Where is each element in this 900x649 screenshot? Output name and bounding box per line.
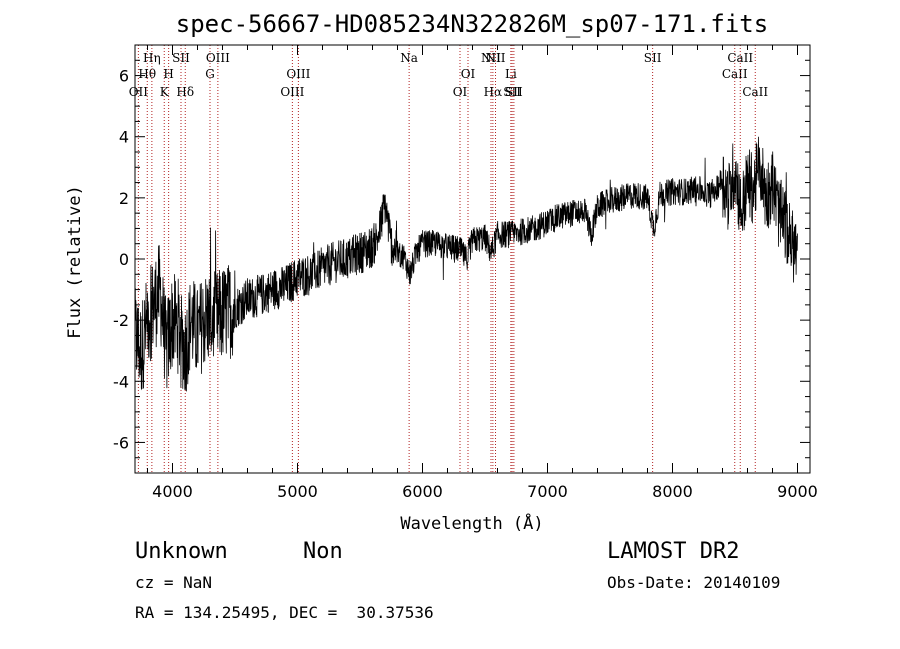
x-tick-label: 6000 (402, 482, 443, 501)
emission-line-markers: OII Hθ Hη KH SII Hδ G OIII OIII OIII Na OI OI NII Hα NI… (129, 45, 768, 473)
line-marker-label: Hα (484, 85, 503, 99)
line-marker-label: OI (461, 67, 476, 81)
line-marker-label: OIII (286, 67, 310, 81)
object-subclass: Non (303, 539, 343, 564)
line-marker-label: OIII (280, 85, 304, 99)
y-tick-label: -2 (113, 311, 129, 330)
redshift-label: cz = NaN (135, 573, 213, 592)
line-marker-label: SII (505, 85, 523, 99)
line-marker-label: K (160, 85, 170, 99)
coordinates-label: RA = 134.25495, DEC = 30.37536 (135, 603, 434, 622)
line-marker-label: Li (505, 67, 517, 81)
line-marker-label: CaII (727, 51, 753, 65)
survey-label: LAMOST DR2 (607, 539, 740, 564)
spectrum-line (134, 136, 798, 392)
x-tick-label: 4000 (152, 482, 193, 501)
y-tick-label: -6 (113, 433, 129, 452)
line-marker-label: Hδ (176, 85, 194, 99)
y-tick-label: -4 (113, 372, 129, 391)
axis-ticks: 4000 5000 6000 7000 8000 9000 -6 -4 -2 0 2 4 6 (113, 44, 818, 501)
obs-date-label: Obs-Date: 20140109 (607, 573, 781, 592)
line-marker-label: Hθ (138, 67, 156, 81)
x-tick-label: 5000 (277, 482, 318, 501)
plot-frame (134, 44, 811, 474)
chart-title: spec-56667-HD085234N322826M_sp07-171.fit… (176, 10, 768, 38)
x-tick-label: 9000 (777, 482, 818, 501)
line-marker-label: SII (644, 51, 662, 65)
line-marker-label: NII (481, 51, 501, 65)
line-marker-label: CaII (742, 85, 768, 99)
line-marker-label: H (163, 67, 173, 81)
spectrum-series (134, 136, 798, 392)
y-tick-label: 2 (119, 189, 129, 208)
x-tick-label: 7000 (527, 482, 568, 501)
line-marker-label: NII (486, 51, 506, 65)
line-marker-label: OI (453, 85, 468, 99)
x-tick-label: 8000 (652, 482, 693, 501)
line-marker-label: SII (503, 85, 521, 99)
object-class: Unknown (135, 539, 228, 564)
line-marker-label: SII (172, 51, 190, 65)
line-marker-label: Hη (143, 51, 161, 65)
y-tick-label: 4 (119, 128, 129, 147)
line-marker-label: OIII (206, 51, 230, 65)
line-marker-label: Na (400, 51, 418, 65)
x-axis-label: Wavelength (Å) (400, 512, 543, 534)
line-marker-label: OII (129, 85, 149, 99)
y-axis-label: Flux (relative) (65, 185, 85, 339)
line-marker-label: CaII (722, 67, 748, 81)
y-tick-label: 0 (119, 250, 129, 269)
y-tick-label: 6 (119, 67, 129, 86)
line-marker-label: G (205, 67, 215, 81)
